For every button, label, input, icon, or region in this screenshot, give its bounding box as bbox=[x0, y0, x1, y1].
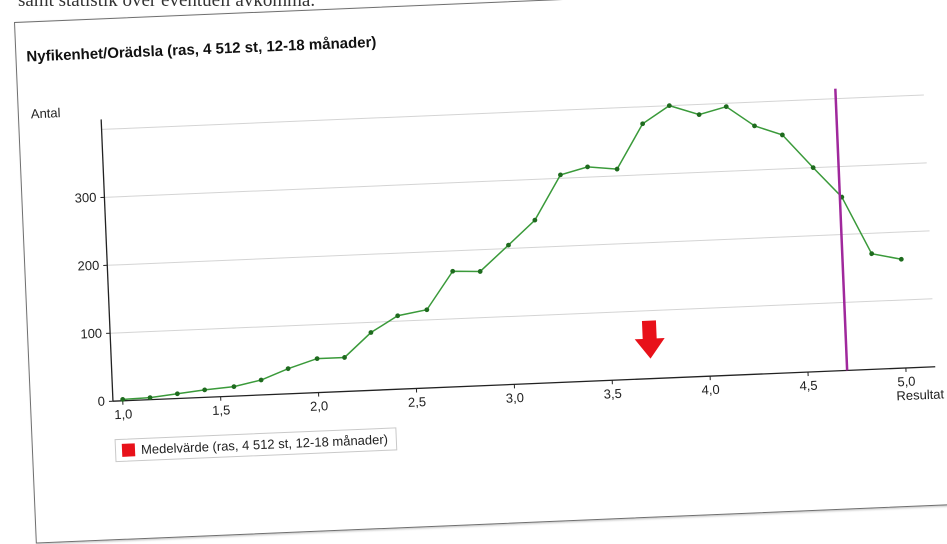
data-point bbox=[697, 112, 702, 117]
y-tick-label: 100 bbox=[80, 326, 102, 342]
chart-card: Nyfikenhet/Orädsla (ras, 4 512 st, 12-18… bbox=[14, 0, 947, 544]
data-point bbox=[585, 164, 590, 169]
series-layer bbox=[109, 94, 908, 402]
x-tick-label: 5,0 bbox=[897, 374, 916, 390]
x-tick-label: 3,0 bbox=[506, 390, 525, 406]
y-tick-label: 0 bbox=[97, 394, 105, 409]
data-point bbox=[315, 356, 320, 361]
grid-line bbox=[104, 163, 926, 197]
y-tick-label: 200 bbox=[77, 258, 99, 274]
x-tick-label: 1,0 bbox=[114, 406, 133, 422]
data-point bbox=[259, 378, 264, 383]
data-point bbox=[202, 387, 207, 392]
y-axis-line bbox=[101, 119, 113, 401]
intro-text-line: samt statistik över eventuell avkomma. bbox=[18, 0, 315, 12]
grid-line bbox=[102, 95, 924, 129]
y-tick-label: 300 bbox=[74, 190, 96, 206]
x-tick-label: 2,5 bbox=[408, 394, 427, 410]
x-tick-label: 4,0 bbox=[701, 382, 720, 398]
data-point bbox=[899, 257, 904, 262]
data-point bbox=[231, 384, 236, 389]
legend-swatch-mean bbox=[122, 443, 136, 457]
ticks-layer: 0 100 200 300 1,0 1,5 2,0 2,5 3,0 3,5 4,0 4,5 5,0 bbox=[74, 156, 915, 424]
data-point bbox=[286, 366, 291, 371]
x-tick-label: 3,5 bbox=[603, 386, 622, 402]
x-tick-label: 4,5 bbox=[799, 378, 818, 394]
marker-layer bbox=[625, 89, 848, 380]
grid-line bbox=[110, 299, 932, 333]
mean-arrow-marker bbox=[634, 320, 666, 359]
dog-result-line bbox=[835, 89, 847, 371]
x-tick-label: 1,5 bbox=[212, 402, 231, 418]
data-point bbox=[175, 391, 180, 396]
y-axis-label: Antal bbox=[31, 105, 61, 121]
series-line bbox=[111, 96, 905, 399]
x-tick-label: 2,0 bbox=[310, 398, 329, 414]
grid-layer bbox=[102, 95, 933, 333]
